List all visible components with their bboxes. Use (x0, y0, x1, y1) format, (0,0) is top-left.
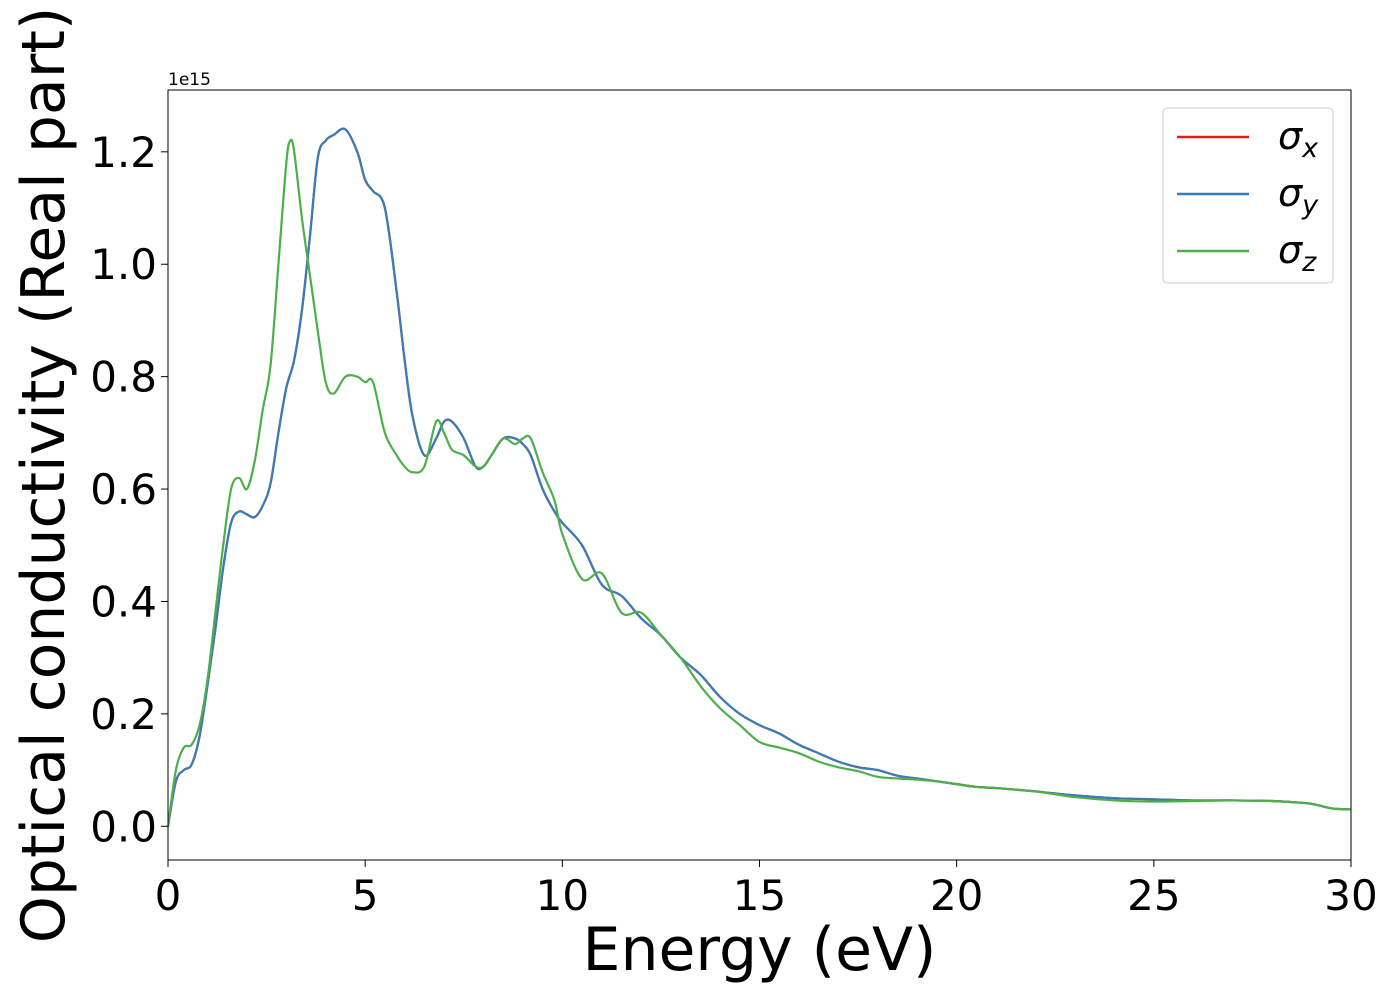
series-line-z (168, 138, 1351, 828)
x-tick-label: 10 (536, 871, 589, 920)
x-axis-label: Energy (eV) (583, 915, 937, 985)
x-tick-label: 0 (155, 871, 182, 920)
legend-box (1162, 107, 1334, 284)
y-tick-label: 0.0 (90, 802, 157, 851)
x-tick-label: 25 (1127, 871, 1180, 920)
x-tick-label: 5 (352, 871, 379, 920)
legend-label-y: σy (1278, 171, 1319, 221)
y-axis-label: Optical conductivity (Real part) (9, 7, 79, 944)
x-tick-label: 30 (1324, 871, 1377, 920)
y-tick-label: 0.6 (90, 465, 157, 514)
plot-lines (168, 127, 1351, 828)
y-offset-text: 1e15 (168, 70, 211, 90)
x-axis-ticks: 0 5 10 15 20 25 30 (155, 860, 1378, 920)
legend: σx σy σz (1162, 107, 1334, 284)
y-axis-ticks: 0.0 0.2 0.4 0.6 0.8 1.0 1.2 (90, 128, 168, 851)
y-tick-label: 1.2 (90, 128, 157, 177)
y-tick-label: 0.2 (90, 690, 157, 739)
x-tick-label: 15 (733, 871, 786, 920)
x-tick-label: 20 (930, 871, 983, 920)
y-tick-label: 0.4 (90, 577, 157, 626)
y-tick-label: 0.8 (90, 353, 157, 402)
legend-label-z: σz (1278, 228, 1317, 278)
legend-label-x: σx (1278, 114, 1319, 164)
y-tick-label: 1.0 (90, 240, 157, 289)
